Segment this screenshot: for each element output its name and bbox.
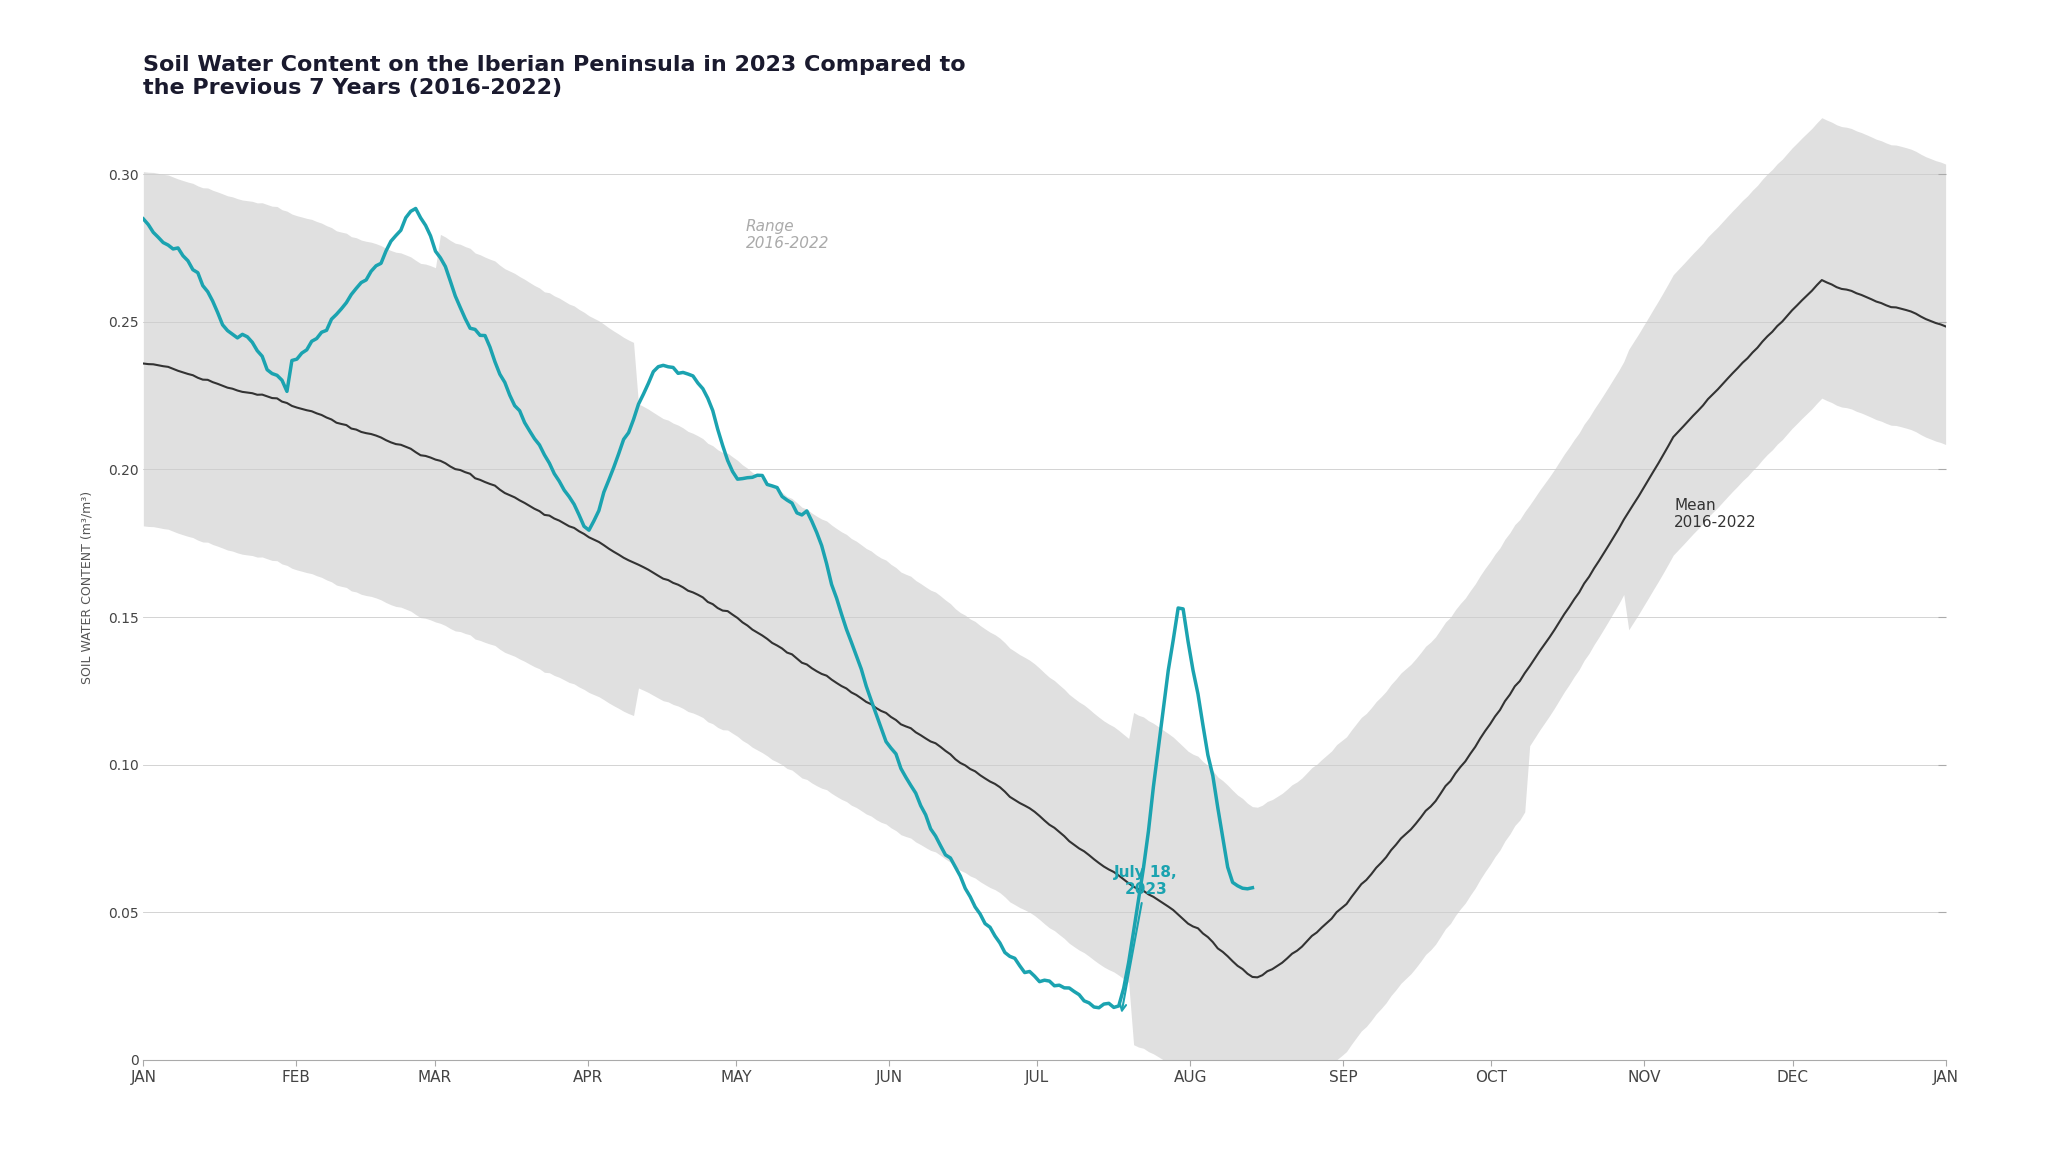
- Text: Soil Water Content on the Iberian Peninsula in 2023 Compared to
the Previous 7 Y: Soil Water Content on the Iberian Penins…: [143, 55, 967, 98]
- Text: July 18,
2023: July 18, 2023: [1114, 865, 1178, 1010]
- Text: Mean
2016-2022: Mean 2016-2022: [1673, 498, 1757, 530]
- Y-axis label: SOIL WATER CONTENT (m³/m³): SOIL WATER CONTENT (m³/m³): [80, 491, 94, 684]
- Text: Range
2016-2022: Range 2016-2022: [745, 219, 829, 251]
